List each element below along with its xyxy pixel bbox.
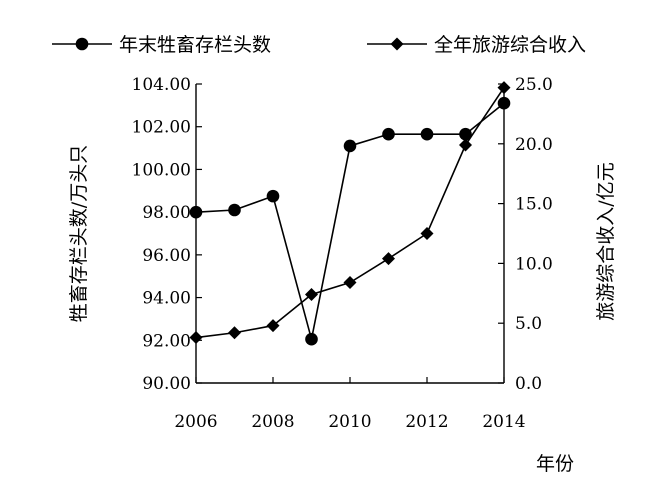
- right-tick-label: 15.0: [515, 195, 553, 215]
- data-point: [266, 189, 280, 203]
- left-tick-label: 102.00: [132, 118, 191, 138]
- series-line: [195, 102, 505, 340]
- legend: 年末牲畜存栏头数 全年旅游综合收入: [52, 34, 586, 56]
- x-tick-label: 2012: [405, 412, 448, 432]
- data-point: [305, 287, 318, 301]
- data-point: [343, 139, 357, 153]
- legend-label: 年末牲畜存栏头数: [119, 34, 271, 56]
- data-point: [497, 96, 511, 110]
- right-tick-label: 20.0: [515, 135, 553, 155]
- series-1: [189, 96, 511, 346]
- axes: 90.00 92.00 94.00 96.00 98.00 100.00 102.00 104…: [132, 75, 553, 432]
- legend-label: 全年旅游综合收入: [434, 34, 586, 56]
- data-point: [420, 227, 434, 240]
- x-axis-title: 年份: [536, 453, 574, 475]
- x-tick-label: 2006: [174, 412, 217, 432]
- legend-marker: [390, 37, 404, 51]
- right-tick-label: 5.0: [515, 314, 542, 334]
- legend-item-2: 全年旅游综合收入: [367, 34, 586, 56]
- series-2: [189, 81, 511, 345]
- left-tick-label: 104.00: [132, 75, 191, 95]
- data-point: [382, 127, 395, 141]
- series-layer: [189, 81, 511, 346]
- y-axis-title-right: 旅游综合收入/亿元: [595, 162, 617, 320]
- left-tick-label: 100.00: [132, 160, 191, 180]
- legend-marker: [75, 37, 89, 51]
- data-point: [266, 319, 280, 333]
- data-point: [382, 252, 395, 266]
- data-point: [305, 332, 318, 346]
- data-point: [459, 127, 472, 141]
- x-tick-label: 2014: [482, 412, 525, 432]
- series-line: [195, 87, 505, 339]
- data-point: [497, 81, 511, 95]
- data-point: [343, 276, 357, 290]
- x-tick-label: 2010: [328, 412, 371, 432]
- left-tick-label: 90.00: [142, 374, 191, 394]
- data-point: [420, 127, 434, 141]
- x-tick-label: 2008: [251, 412, 294, 432]
- data-point: [459, 138, 472, 152]
- right-tick-label: 25.0: [515, 75, 553, 95]
- data-point: [189, 331, 203, 345]
- data-point: [228, 326, 241, 340]
- axis-titles: 年份 牲畜存栏头数/万头只 旅游综合收入/亿元: [68, 145, 617, 475]
- y-axis-title-left: 牲畜存栏头数/万头只: [68, 145, 90, 322]
- right-tick-label: 0.0: [515, 374, 542, 394]
- left-tick-label: 96.00: [142, 246, 191, 266]
- left-tick-label: 98.00: [142, 203, 191, 223]
- right-tick-label: 10.0: [515, 254, 553, 274]
- data-point: [228, 203, 241, 217]
- left-tick-label: 94.00: [142, 289, 191, 309]
- legend-item-1: 年末牲畜存栏头数: [52, 34, 271, 56]
- left-tick-label: 92.00: [142, 331, 191, 351]
- data-point: [189, 205, 203, 219]
